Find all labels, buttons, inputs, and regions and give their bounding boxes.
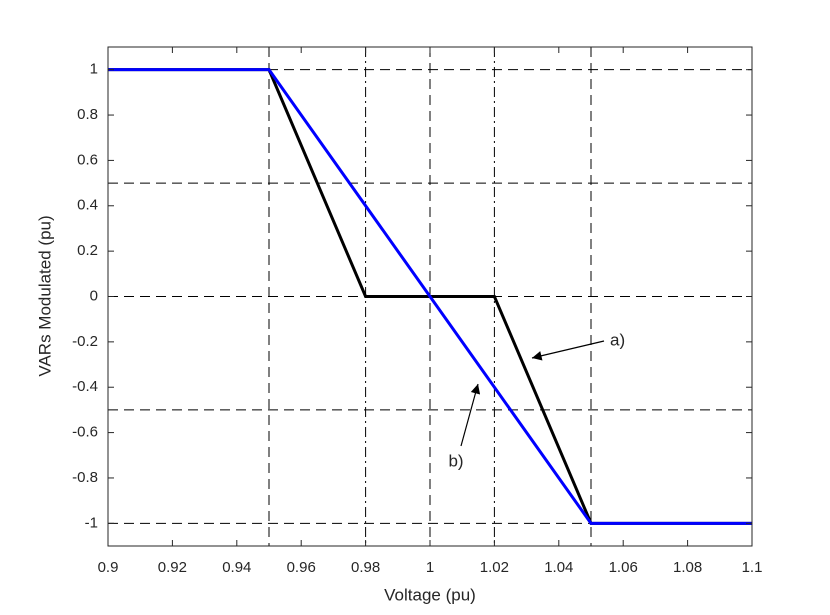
- series-line: [108, 68, 752, 525]
- y-tick-label: 0.6: [77, 151, 98, 168]
- x-tick-label: 1.04: [544, 559, 573, 576]
- x-tick-label: 1.02: [480, 559, 509, 576]
- x-tick-label: 1.1: [742, 559, 763, 576]
- x-tick-label: 0.92: [158, 559, 187, 576]
- y-tick-label: -0.4: [72, 378, 98, 395]
- y-tick-label: 1: [90, 61, 98, 78]
- y-tick-label: -0.2: [72, 333, 98, 350]
- annotation: a): [610, 330, 625, 349]
- y-axis-label: VARs Modulated (pu): [35, 215, 54, 376]
- y-tick-label: 0.8: [77, 106, 98, 123]
- x-tick-label: 1: [426, 559, 434, 576]
- annotation-arrow: [531, 340, 605, 361]
- y-tick-label: -0.8: [72, 469, 98, 486]
- y-tick-label: 0.4: [77, 197, 98, 214]
- x-tick-label: 0.96: [287, 559, 316, 576]
- y-tick-label: -0.6: [72, 424, 98, 441]
- y-tick-label: -1: [85, 514, 98, 531]
- y-tick-label: 0.2: [77, 242, 98, 259]
- annotation: b): [448, 451, 463, 470]
- x-tick-label: 1.06: [609, 559, 638, 576]
- y-tick-label: 0: [90, 287, 98, 304]
- x-tick-label: 0.94: [222, 559, 251, 576]
- x-tick-label: 0.9: [98, 559, 119, 576]
- annotation-arrow: [460, 383, 481, 447]
- x-tick-label: 0.98: [351, 559, 380, 576]
- x-axis-label: Voltage (pu): [384, 585, 476, 604]
- x-tick-label: 1.08: [673, 559, 702, 576]
